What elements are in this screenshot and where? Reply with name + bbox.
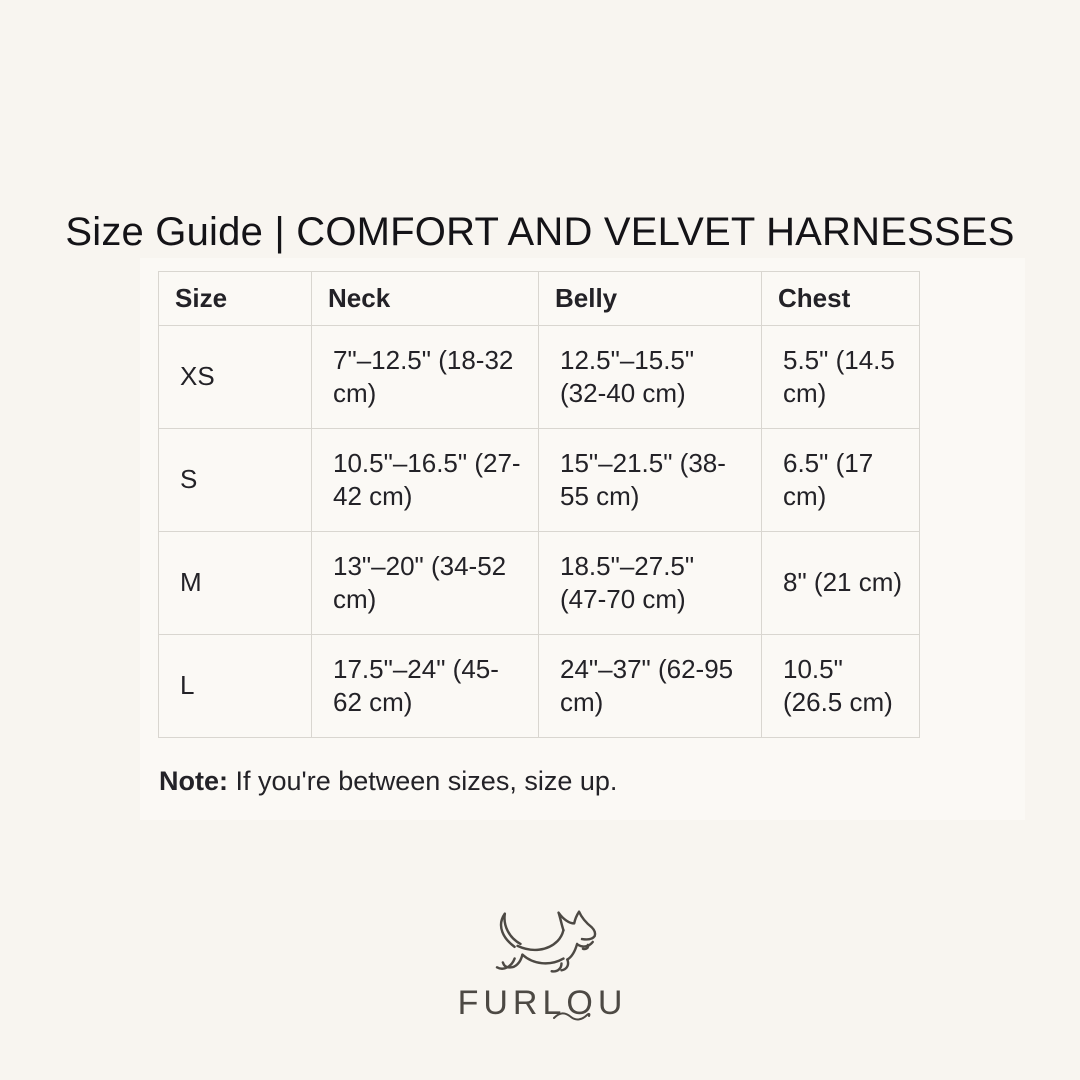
wordmark-flourish-icon <box>553 1012 591 1021</box>
table-header-row: Size Neck Belly Chest <box>158 271 920 326</box>
column-header-size: Size <box>158 271 312 326</box>
table-row-l: L 17.5"–24" (45-62 cm) 24"–37" (62-95 cm… <box>158 634 920 738</box>
neck-cell: 17.5"–24" (45-62 cm) <box>311 634 539 738</box>
chest-cell: 5.5" (14.5 cm) <box>761 325 920 429</box>
neck-cell: 7"–12.5" (18-32 cm) <box>311 325 539 429</box>
column-header-belly: Belly <box>538 271 762 326</box>
note-text: If you're between sizes, size up. <box>235 766 618 796</box>
column-header-chest: Chest <box>761 271 920 326</box>
size-cell: L <box>158 634 312 738</box>
table-row-m: M 13"–20" (34-52 cm) 18.5"–27.5" (47-70 … <box>158 531 920 635</box>
page-title: Size Guide | COMFORT AND VELVET HARNESSE… <box>65 210 1015 254</box>
table-row-s: S 10.5"–16.5" (27-42 cm) 15"–21.5" (38-5… <box>158 428 920 532</box>
size-guide-table: Size Neck Belly Chest XS 7"–12.5" (18-32… <box>158 271 920 738</box>
neck-cell: 13"–20" (34-52 cm) <box>311 531 539 635</box>
neck-cell: 10.5"–16.5" (27-42 cm) <box>311 428 539 532</box>
chest-cell: 6.5" (17 cm) <box>761 428 920 532</box>
note-label: Note: <box>159 766 228 796</box>
brand-logo: FURLOU <box>0 898 1080 1023</box>
table-row-xs: XS 7"–12.5" (18-32 cm) 12.5"–15.5" (32-4… <box>158 325 920 429</box>
belly-cell: 24"–37" (62-95 cm) <box>538 634 762 738</box>
chest-cell: 10.5" (26.5 cm) <box>761 634 920 738</box>
size-cell: XS <box>158 325 312 429</box>
belly-cell: 12.5"–15.5" (32-40 cm) <box>538 325 762 429</box>
size-cell: M <box>158 531 312 635</box>
size-cell: S <box>158 428 312 532</box>
brand-wordmark: FURLOU <box>457 984 628 1022</box>
chest-cell: 8" (21 cm) <box>761 531 920 635</box>
belly-cell: 15"–21.5" (38-55 cm) <box>538 428 762 532</box>
belly-cell: 18.5"–27.5" (47-70 cm) <box>538 531 762 635</box>
column-header-neck: Neck <box>311 271 539 326</box>
size-note: Note: If you're between sizes, size up. <box>159 766 617 797</box>
leaping-dog-icon <box>495 910 597 973</box>
